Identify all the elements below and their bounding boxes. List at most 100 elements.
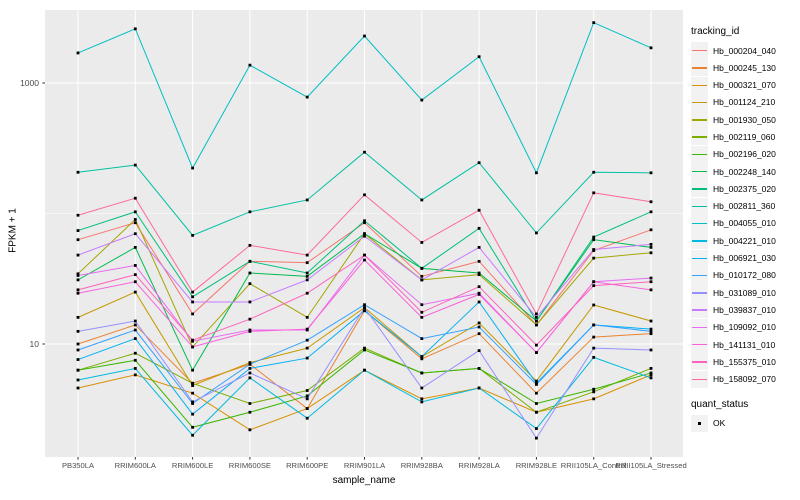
data-point: [305, 394, 309, 398]
x-tick-label: RRIM600LA: [115, 461, 157, 470]
x-tick-label: PB350LA: [62, 461, 95, 470]
legend-entry-label: Hb_158092_070: [713, 374, 776, 385]
legend-entry-label: Hb_155375_010: [713, 356, 776, 367]
data-point: [76, 348, 80, 352]
x-tick-label: RRIM928BA: [401, 461, 444, 470]
legend-entry-label: Hb_039837_010: [713, 304, 776, 315]
data-point: [649, 332, 653, 336]
data-point: [592, 235, 596, 239]
legend-entry-label: Hb_010172_080: [713, 270, 776, 281]
data-point: [592, 284, 596, 288]
legend-entry-label: Hb_002811_360: [713, 201, 776, 212]
x-tick-label: RRIM600LE: [172, 461, 213, 470]
data-point: [649, 242, 653, 246]
data-point: [133, 337, 137, 340]
data-point: [76, 291, 80, 295]
data-point: [363, 346, 366, 350]
y-tick-label: 1000: [20, 78, 39, 88]
x-tick-label: RRIM600PE: [286, 461, 328, 470]
legend-entry-label: Hb_001930_050: [713, 114, 776, 125]
legend-key-line-icon: [692, 119, 707, 121]
legend-key-line-icon: [692, 361, 707, 363]
data-point: [649, 280, 653, 284]
data-point: [477, 208, 481, 212]
data-point: [535, 312, 538, 316]
data-point: [133, 218, 137, 221]
data-point: [76, 51, 80, 55]
data-point: [363, 306, 366, 310]
data-point: [76, 229, 80, 232]
data-point: [76, 170, 80, 174]
data-point: [592, 303, 596, 307]
legend-key: [691, 59, 708, 77]
legend-entry: Hb_031089_010: [691, 284, 799, 302]
legend-key-line-icon: [692, 344, 707, 346]
data-point: [305, 253, 309, 257]
data-point: [592, 346, 596, 350]
data-point: [477, 271, 481, 275]
data-point: [535, 171, 538, 175]
data-point: [420, 274, 424, 278]
data-point: [535, 351, 538, 354]
data-point: [191, 300, 194, 304]
data-point: [133, 373, 137, 377]
data-point: [191, 412, 194, 416]
legend-key: [691, 145, 708, 163]
data-point: [363, 150, 366, 154]
data-point: [133, 319, 137, 323]
data-point: [133, 280, 137, 284]
data-point: [477, 292, 481, 296]
data-point: [248, 317, 252, 321]
data-point: [535, 436, 538, 440]
y-axis-title: FPKM + 1: [7, 208, 19, 253]
legend-entry: Hb_002811_360: [691, 197, 799, 215]
data-point: [363, 309, 366, 313]
data-point: [305, 338, 309, 342]
legend-key-line-icon: [692, 50, 707, 52]
legend-key-line-icon: [692, 378, 707, 381]
data-point: [477, 300, 481, 304]
legend-entry-label: Hb_031089_010: [713, 287, 776, 298]
data-point: [420, 278, 424, 282]
quant-status-block: quant_status OK: [691, 399, 799, 432]
data-point: [305, 271, 309, 275]
legend-key: [691, 180, 708, 198]
data-point: [133, 367, 137, 370]
data-point: [133, 264, 137, 267]
legend-key: [691, 336, 708, 354]
legend-entry: Hb_002375_020: [691, 180, 799, 198]
legend-entry-label: Hb_000321_070: [713, 80, 776, 91]
data-point: [363, 232, 366, 236]
data-point: [305, 261, 309, 265]
data-point: [191, 338, 194, 342]
data-point: [248, 362, 252, 366]
data-point: [420, 198, 424, 202]
legend-entry: Hb_155375_010: [691, 353, 799, 371]
data-point: [76, 368, 80, 372]
data-point: [191, 166, 194, 170]
legend-entry: Hb_002248_140: [691, 163, 799, 181]
point-swatch-icon: [698, 421, 702, 425]
data-point: [649, 276, 653, 280]
data-point: [191, 295, 194, 299]
legend-key-line-icon: [692, 153, 707, 156]
data-point: [420, 357, 424, 361]
data-point: [649, 367, 653, 370]
legend-key: [691, 42, 708, 59]
data-point: [248, 282, 252, 286]
data-point: [191, 425, 194, 429]
data-point: [477, 367, 481, 370]
legend-key: [691, 266, 708, 284]
data-point: [420, 337, 424, 340]
legend-entry: Hb_039837_010: [691, 301, 799, 319]
legend-key: [691, 163, 708, 181]
data-point: [477, 321, 481, 325]
legend-key: [691, 93, 708, 111]
data-point: [477, 259, 481, 263]
legend-key-line-icon: [692, 309, 707, 311]
legend-entry-label: Hb_002119_060: [713, 131, 776, 142]
data-point: [535, 402, 538, 405]
data-point: [133, 358, 137, 362]
data-point: [305, 389, 309, 392]
quant-status-label: OK: [713, 418, 726, 429]
